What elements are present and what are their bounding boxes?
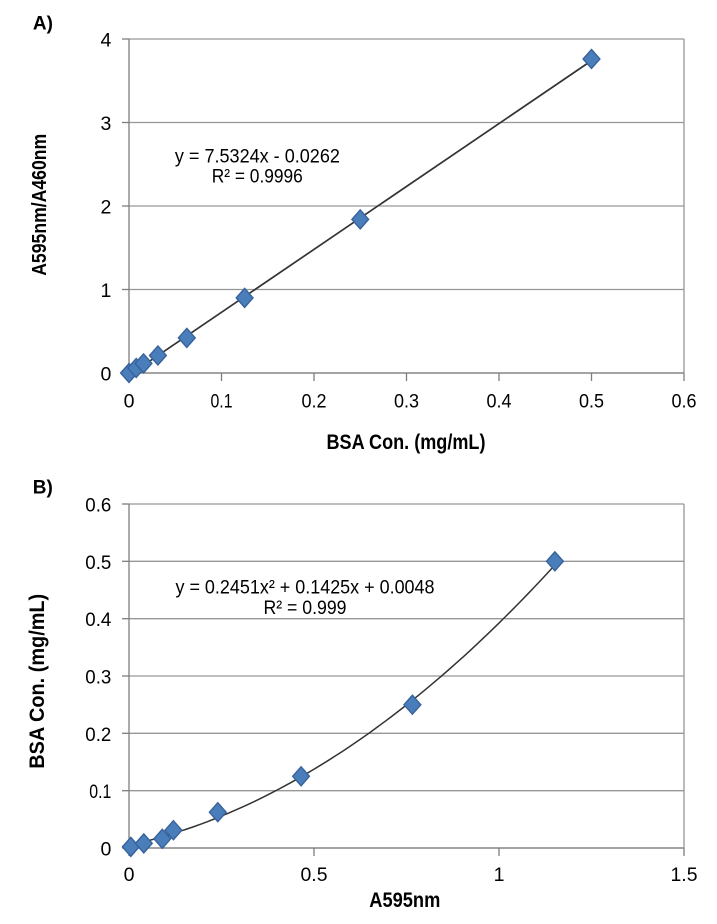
svg-text:A595nm: A595nm [369, 889, 440, 912]
svg-text:1.5: 1.5 [671, 864, 698, 886]
svg-text:0.1: 0.1 [89, 781, 111, 803]
svg-text:B): B) [33, 478, 53, 499]
svg-text:0: 0 [100, 364, 111, 386]
svg-text:R² = 0.9996: R² = 0.9996 [212, 166, 303, 188]
svg-text:R² = 0.999: R² = 0.999 [264, 597, 347, 619]
svg-text:0.5: 0.5 [85, 552, 111, 574]
svg-text:1: 1 [494, 864, 505, 886]
svg-text:0: 0 [100, 839, 111, 861]
svg-text:0.3: 0.3 [394, 391, 419, 413]
svg-text:0.3: 0.3 [85, 667, 111, 689]
svg-text:2: 2 [100, 197, 111, 219]
svg-text:y = 0.2451x² + 0.1425x + 0.004: y = 0.2451x² + 0.1425x + 0.0048 [176, 577, 435, 599]
svg-text:0.4: 0.4 [487, 391, 512, 413]
svg-text:0: 0 [124, 864, 135, 886]
svg-text:0.2: 0.2 [85, 724, 111, 746]
svg-text:3: 3 [100, 113, 111, 135]
svg-text:0.5: 0.5 [579, 391, 604, 413]
svg-text:1: 1 [100, 280, 111, 302]
svg-text:BSA Con. (mg/mL): BSA Con. (mg/mL) [327, 431, 486, 454]
svg-text:0.6: 0.6 [85, 495, 111, 517]
svg-text:A595nm/A460nm: A595nm/A460nm [29, 134, 51, 276]
svg-text:0.2: 0.2 [302, 391, 327, 413]
svg-text:y = 7.5324x - 0.0262: y = 7.5324x - 0.0262 [175, 146, 340, 168]
svg-text:A): A) [33, 14, 53, 35]
svg-text:0.4: 0.4 [85, 609, 111, 631]
svg-text:BSA Con. (mg/mL): BSA Con. (mg/mL) [26, 594, 49, 769]
svg-text:0.5: 0.5 [301, 864, 328, 886]
svg-text:4: 4 [100, 30, 111, 52]
svg-text:0.6: 0.6 [672, 391, 697, 413]
svg-text:0.1: 0.1 [211, 391, 233, 413]
svg-text:0: 0 [124, 391, 135, 413]
